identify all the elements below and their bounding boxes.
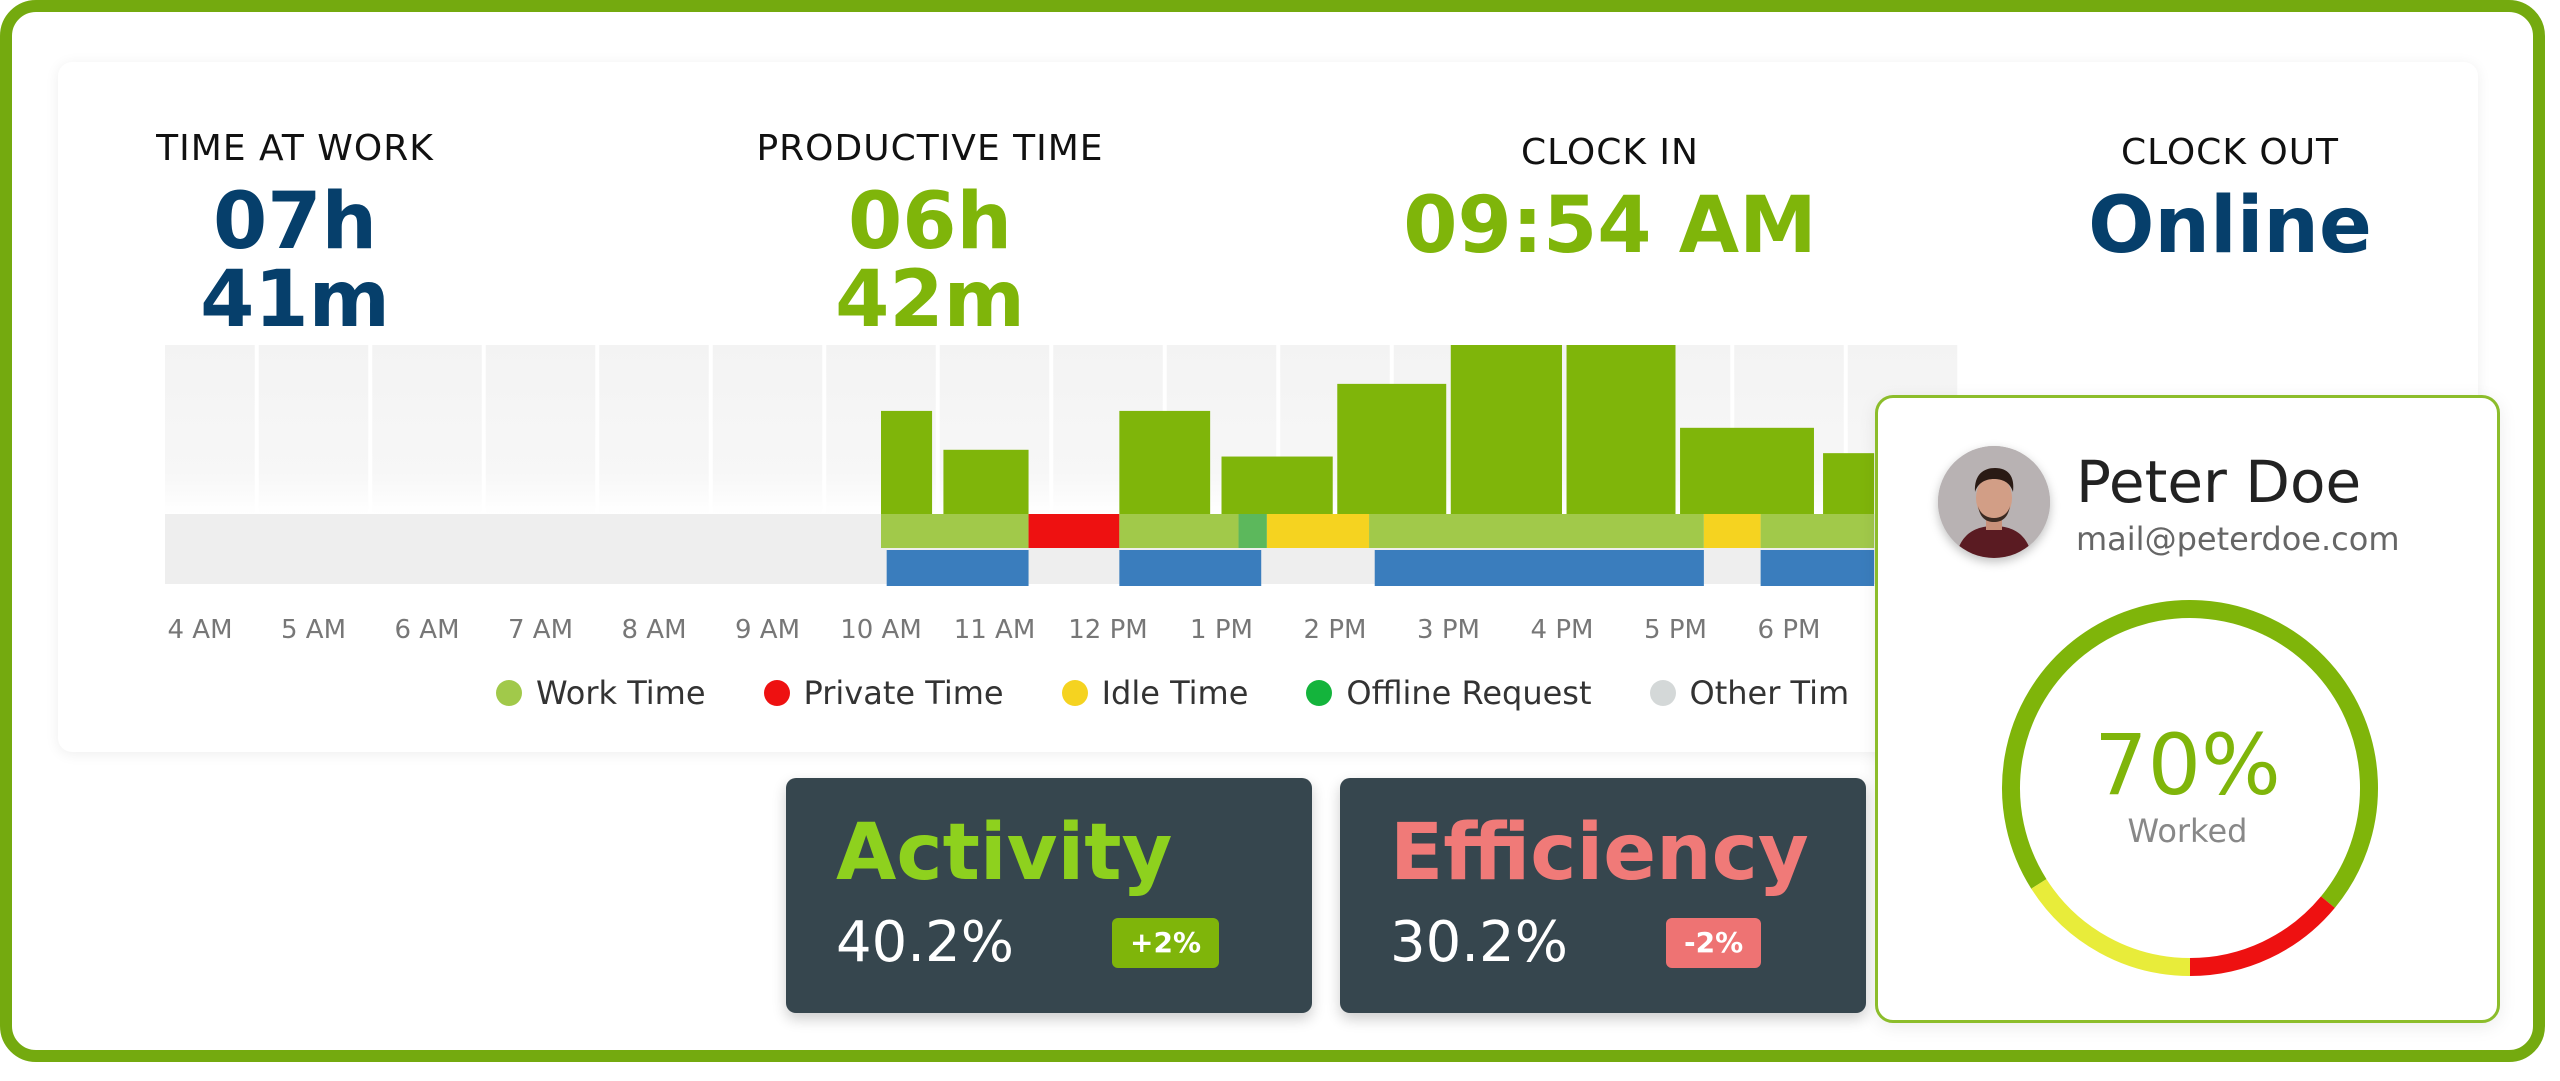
stat-label: CLOCK IN [1521, 132, 1699, 173]
timeline-segment-idle-time[interactable] [1266, 514, 1370, 548]
hour-column [165, 345, 255, 515]
stat-clock-in: CLOCK IN 09:54 AM [1400, 132, 1820, 265]
session-segment[interactable] [1374, 550, 1704, 586]
timeline-segment-work-time[interactable] [1369, 514, 1704, 548]
donut-segment-idle [2031, 879, 2191, 976]
activity-card: Activity 40.2% +2% [786, 778, 1312, 1013]
legend-dot [1649, 680, 1676, 706]
activity-value: 40.2% [836, 910, 1014, 975]
efficiency-change-badge: -2% [1666, 918, 1762, 968]
x-tick-label: 4 PM [1531, 615, 1594, 645]
hour-column [712, 345, 823, 515]
x-tick-label: 8 AM [621, 615, 686, 645]
stat-value: Online [2088, 181, 2372, 271]
x-tick-label: 2 PM [1304, 615, 1367, 645]
activity-bar[interactable] [1221, 456, 1333, 514]
activity-bar[interactable] [1337, 383, 1447, 514]
timeline-segment-private-time[interactable] [1028, 514, 1120, 548]
x-tick-label: 9 AM [735, 615, 800, 645]
stat-time-at-work: TIME AT WORK 07h 41m [130, 128, 460, 339]
session-segment[interactable] [1760, 550, 1875, 586]
activity-bar[interactable] [1450, 345, 1562, 514]
x-tick-label: 10 AM [840, 615, 922, 645]
x-tick-label: 6 PM [1758, 615, 1821, 645]
legend-item-work-time: Work Time [496, 674, 706, 712]
x-tick-label: 5 AM [281, 615, 346, 645]
stat-value: 09:54 AM [1403, 181, 1817, 271]
activity-bar[interactable] [881, 410, 933, 514]
x-tick-label: 3 PM [1417, 615, 1480, 645]
stat-label: TIME AT WORK [156, 128, 434, 169]
stat-label: CLOCK OUT [2120, 132, 2340, 173]
x-tick-label: 6 AM [394, 615, 459, 645]
efficiency-title: Efficiency [1390, 808, 1809, 898]
legend-label: Offline Request [1346, 674, 1592, 712]
hour-column [599, 345, 709, 515]
profile-name: Peter Doe [2076, 448, 2362, 516]
timeline-segment-offline-request[interactable] [1238, 514, 1267, 548]
activity-bar[interactable] [1823, 453, 1875, 514]
worked-caption: Worked [2127, 812, 2248, 850]
x-tick-label: 7 AM [508, 615, 573, 645]
activity-title: Activity [836, 808, 1173, 898]
avatar-portrait [1938, 446, 2050, 558]
legend-item-offline-request: Offline Request [1306, 674, 1592, 712]
legend-label: Idle Time [1101, 674, 1249, 712]
timeline-segment-work-time[interactable] [881, 514, 1029, 548]
donut-segment-private [2189, 896, 2335, 976]
timeline-segment-work-time[interactable] [1760, 514, 1875, 548]
hour-column [258, 345, 369, 515]
legend-label: Private Time [803, 674, 1004, 712]
stat-label: PRODUCTIVE TIME [756, 128, 1104, 169]
legend-label: Work Time [536, 674, 706, 712]
worked-percent: 70% [2094, 716, 2281, 814]
x-tick-label: 11 AM [954, 615, 1036, 645]
legend-dot [496, 680, 522, 706]
x-tick-label: 1 PM [1190, 615, 1253, 645]
legend-item-idle-time: Idle Time [1061, 674, 1249, 712]
stat-value: 07h 41m [200, 177, 390, 345]
activity-bar[interactable] [1680, 427, 1814, 514]
session-segment[interactable] [886, 550, 1029, 586]
chart-legend: Work Time Private Time Idle Time Offline… [496, 674, 1907, 712]
x-tick-label: 12 PM [1068, 615, 1147, 645]
stat-value: 06h 42m [835, 177, 1025, 345]
timeline-segment-work-time[interactable] [1119, 514, 1239, 548]
session-segment[interactable] [1119, 550, 1262, 586]
activity-bar[interactable] [1119, 410, 1211, 514]
timeline-segment-idle-time[interactable] [1703, 514, 1761, 548]
donut-segment-work [2002, 600, 2378, 908]
legend-dot [1061, 680, 1088, 706]
stat-clock-out: CLOCK OUT Online [2070, 132, 2390, 265]
stat-productive-time: PRODUCTIVE TIME 06h 42m [740, 128, 1120, 339]
hour-column [372, 345, 482, 515]
legend-dot [763, 680, 790, 706]
legend-item-other-time: Other Tim [1649, 674, 1850, 712]
activity-bar[interactable] [943, 449, 1029, 514]
efficiency-card: Efficiency 30.2% -2% [1340, 778, 1866, 1013]
x-tick-label: 4 AM [167, 615, 232, 645]
profile-email: mail@peterdoe.com [2076, 520, 2400, 558]
efficiency-value: 30.2% [1390, 910, 1568, 975]
legend-item-private-time: Private Time [763, 674, 1004, 712]
activity-change-badge: +2% [1112, 918, 1219, 968]
worked-donut-chart [2002, 600, 2378, 976]
legend-label: Other Tim [1689, 674, 1850, 712]
legend-dot [1306, 680, 1333, 706]
activity-bar[interactable] [1566, 345, 1676, 514]
profile-card: Peter Doe mail@peterdoe.com 70% Worked [1875, 395, 2500, 1023]
hour-column [485, 345, 596, 515]
avatar [1938, 446, 2050, 558]
x-tick-label: 5 PM [1644, 615, 1707, 645]
